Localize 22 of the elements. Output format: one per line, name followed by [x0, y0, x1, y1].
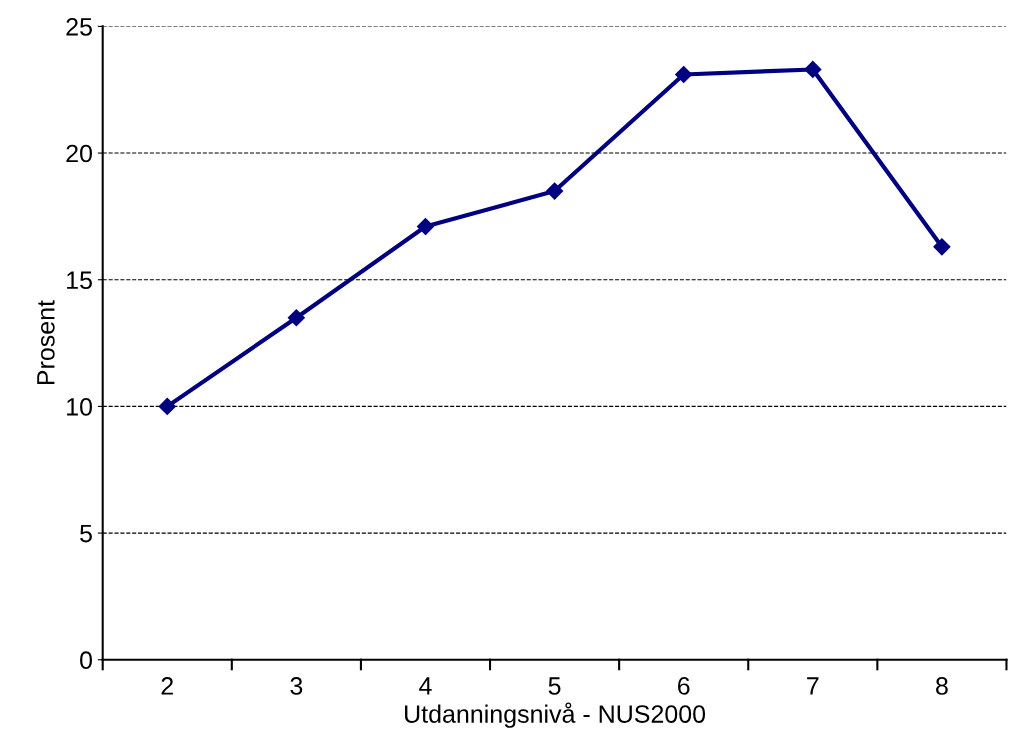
x-tick-label: 4: [419, 677, 432, 695]
y-tick-label: 0: [80, 651, 92, 670]
point: [933, 238, 951, 256]
x-tick-label: 8: [936, 677, 948, 695]
x-tick-label: 6: [678, 677, 690, 695]
y-tick-label: 10: [67, 398, 92, 416]
point: [158, 397, 176, 415]
x-tick-label: 2: [161, 677, 173, 695]
y-axis-title: Prosent: [37, 300, 55, 385]
point: [546, 182, 564, 200]
y-tick-label: 5: [80, 524, 92, 543]
x-tick-label: 3: [290, 677, 303, 695]
point: [416, 217, 435, 236]
point: [287, 309, 305, 327]
point: [804, 60, 822, 79]
point: [675, 65, 693, 84]
x-tick-label: 5: [548, 677, 561, 695]
x-tick-label: 7: [807, 677, 819, 695]
x-axis-title: Utdanningsnivå - NUS2000: [405, 702, 706, 728]
y-tick-label: 20: [66, 144, 92, 163]
y-tick-label: 25: [66, 17, 92, 36]
y-tick-label: 15: [67, 271, 92, 290]
